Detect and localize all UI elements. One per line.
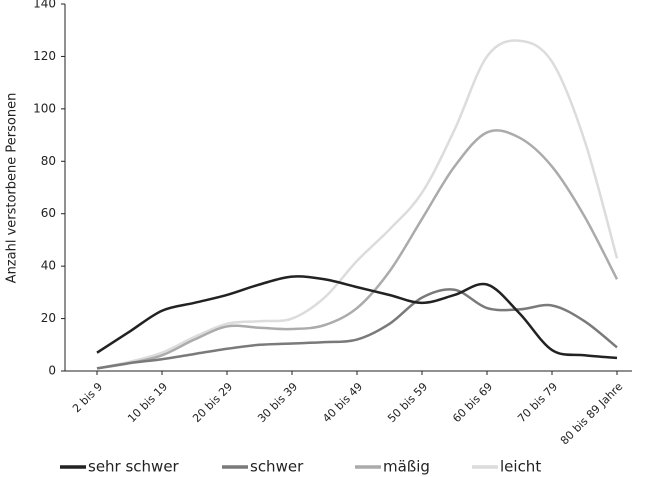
series-line [96,288,618,370]
y-tick-label: 60 [41,206,56,220]
series-line [96,39,619,370]
x-tick-label: 60 bis 69 [450,380,495,425]
x-tick-label: 30 bis 39 [255,380,300,425]
y-tick-label: 120 [33,49,56,63]
y-tick-label: 20 [41,311,56,325]
legend-label: schwer [250,458,304,476]
series-line [96,129,619,370]
x-tick-label: 20 bis 29 [190,380,235,425]
y-tick-label: 0 [48,364,56,378]
y-tick-label: 40 [41,259,56,273]
legend-label: mäßig [383,458,430,476]
legend-label: sehr schwer [88,458,180,476]
x-tick-label: 2 bis 9 [70,380,105,415]
y-axis-label: Anzahl verstorbene Personen [5,93,20,284]
series-line [96,275,618,360]
x-tick-label: 80 bis 89 Jahre [558,380,626,448]
x-tick-label: 50 bis 59 [385,380,430,425]
x-tick-label: 40 bis 49 [320,380,365,425]
y-tick-label: 80 [41,154,56,168]
x-tick-label: 70 bis 79 [515,380,560,425]
legend-label: leicht [500,458,541,476]
y-tick-label: 140 [33,0,56,11]
x-tick-label: 10 bis 19 [125,380,170,425]
y-tick-label: 100 [33,101,56,115]
